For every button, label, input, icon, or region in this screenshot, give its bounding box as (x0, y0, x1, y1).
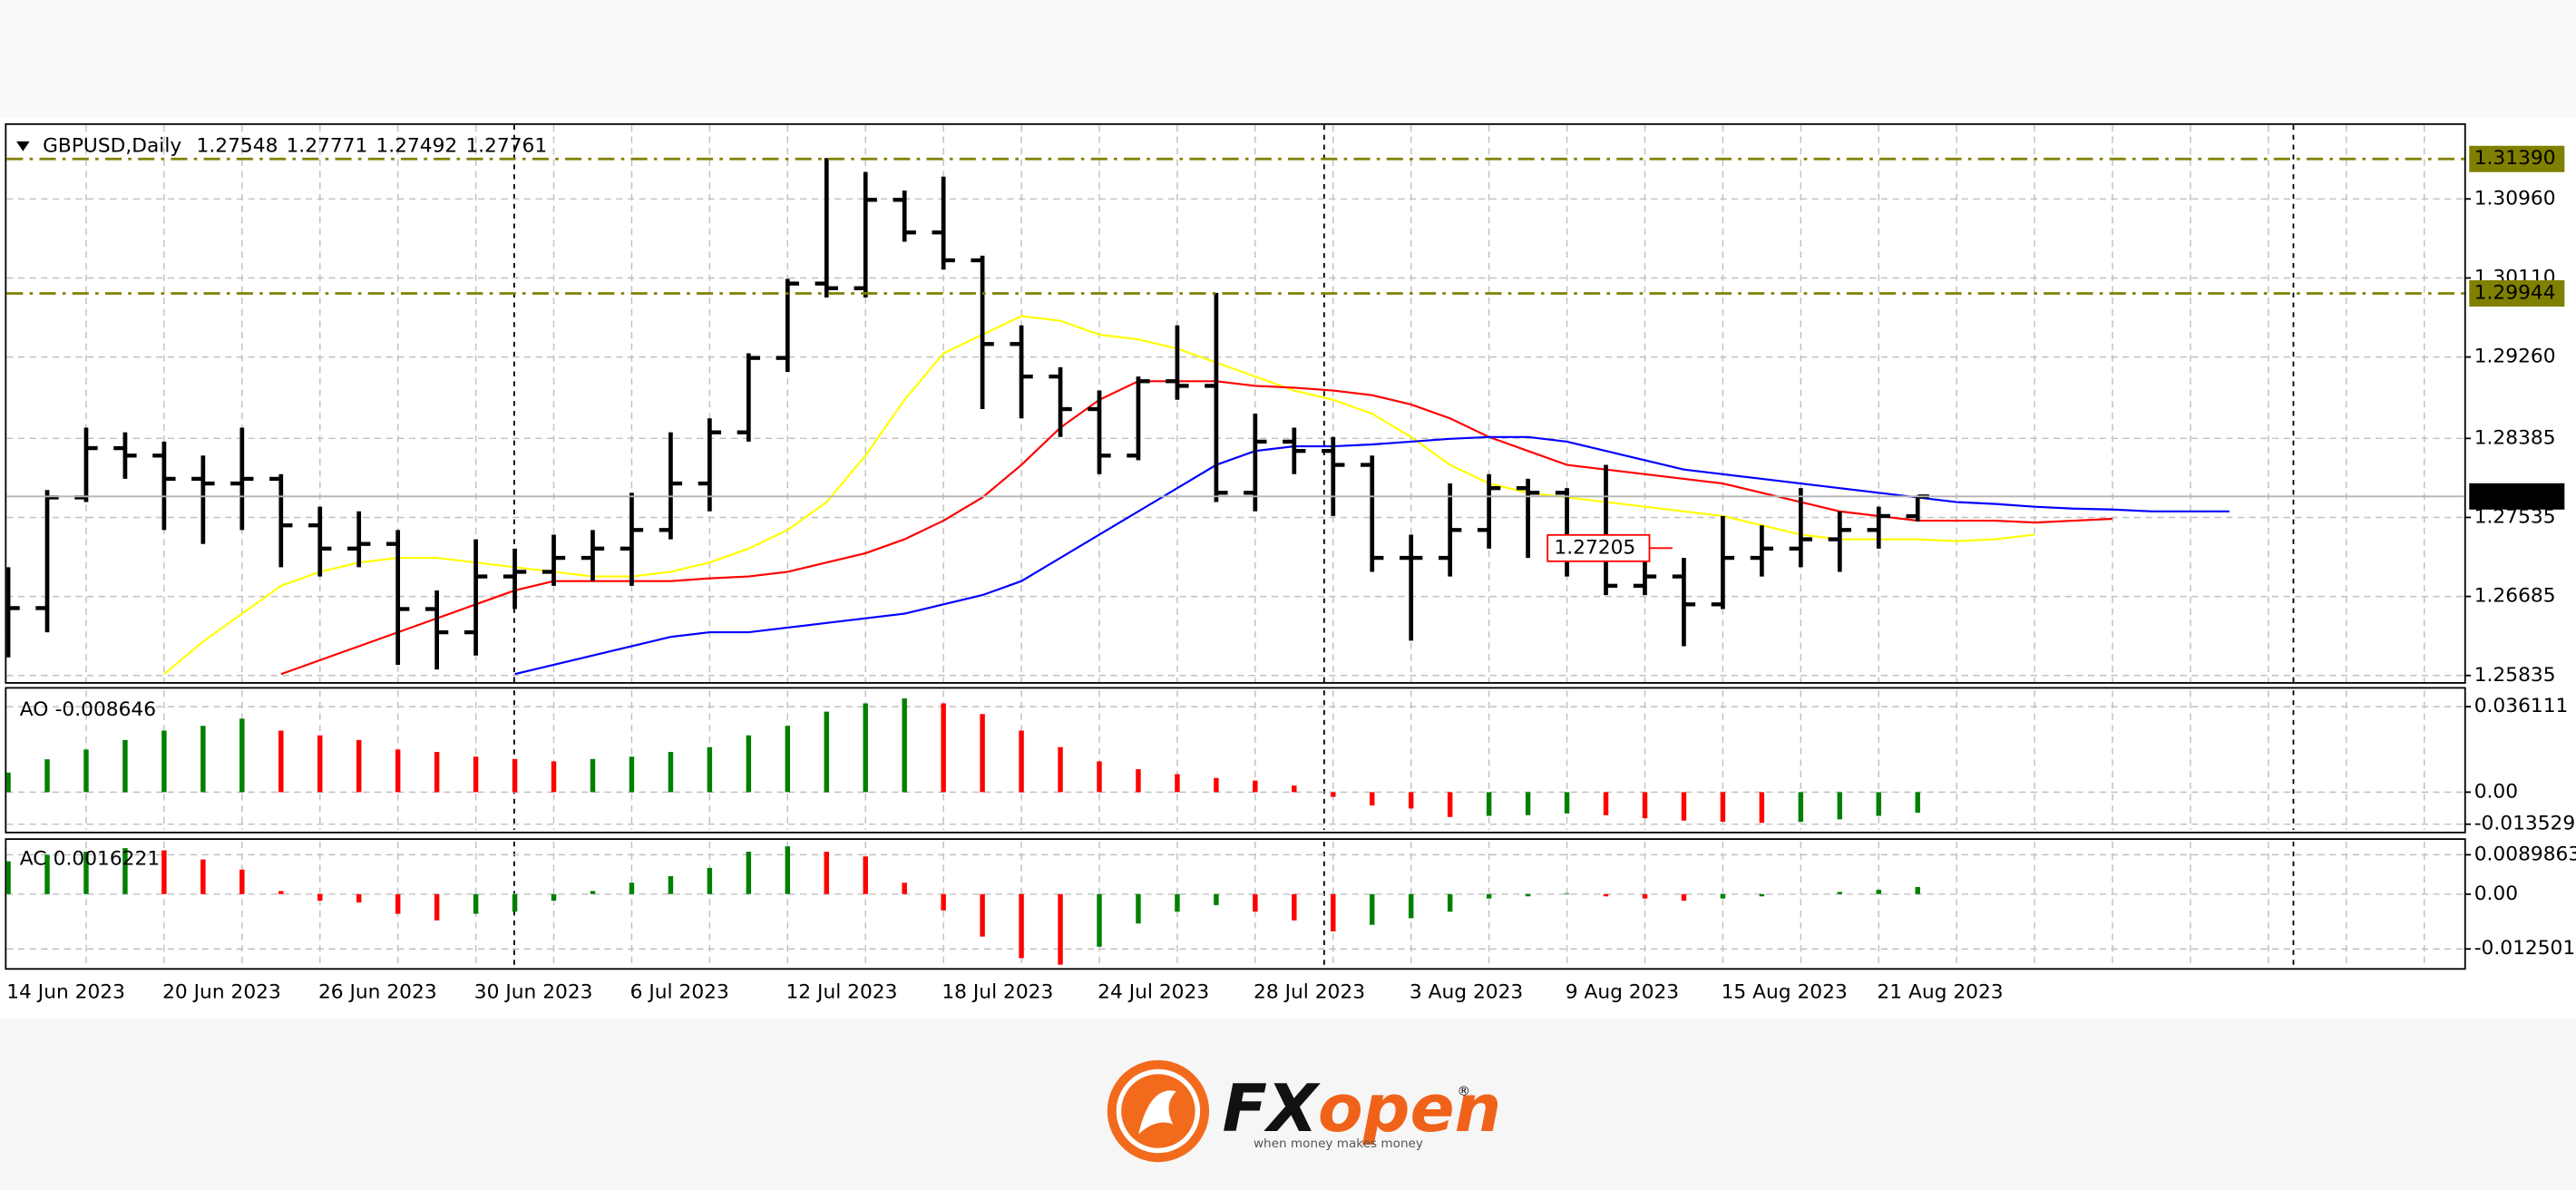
price-label-box (1547, 533, 1651, 562)
logo-prefix: FX (1223, 1071, 1321, 1147)
current-price-box (2469, 483, 2565, 510)
y-tick-label: 0.0089863 (2474, 843, 2576, 865)
current-price-label: 1.27761 (2474, 484, 2556, 507)
top-margin (0, 0, 2576, 119)
logo-wordmark: FXopen (1223, 1071, 1502, 1147)
level-label: 1.31390 (2474, 147, 2556, 170)
x-tick-label: 24 Jul 2023 (1098, 981, 1209, 1004)
y-tick-label: -0.012501 (2474, 937, 2576, 960)
symbol: GBPUSD,Daily (43, 134, 181, 157)
y-tick-label: 1.29260 (2474, 346, 2556, 368)
y-tick-label: 0.00 (2474, 883, 2518, 905)
last-high: 1.27771 (286, 134, 367, 157)
indicator-value: -0.008646 (55, 698, 157, 721)
x-tick-label: 18 Jul 2023 (942, 981, 1053, 1004)
y-tick-label: 1.26685 (2474, 585, 2556, 608)
indicator-value: 0.0016221 (54, 848, 161, 871)
chart-background (0, 118, 2576, 1019)
last-close: 1.27761 (465, 134, 547, 157)
logo: FXopen ® when money makes money (1107, 1059, 1502, 1163)
last-low: 1.27492 (376, 134, 457, 157)
logo-emblem-mark (1138, 1090, 1176, 1135)
logo-emblem-ring (1116, 1068, 1201, 1154)
x-tick-label: 26 Jun 2023 (318, 981, 437, 1004)
logo-suffix: open (1318, 1071, 1501, 1147)
logo-tagline: when money makes money (1254, 1136, 1423, 1151)
y-tick-label: 1.28385 (2474, 426, 2556, 449)
panel-2 (6, 841, 2464, 967)
moving-average-line (514, 435, 2230, 676)
x-tick-label: 12 Jul 2023 (785, 981, 897, 1004)
chart-header: GBPUSD,Daily 1.27548 1.27771 1.27492 1.27761 (43, 134, 547, 157)
y-tick-label: 0.00 (2474, 780, 2518, 803)
logo-registered: ® (1458, 1084, 1470, 1098)
x-tick-label: 28 Jul 2023 (1254, 981, 1365, 1004)
level-label: 1.29944 (2474, 281, 2556, 304)
moving-average-line (280, 380, 2113, 676)
last-open: 1.27548 (197, 134, 278, 157)
x-tick-label: 20 Jun 2023 (162, 981, 281, 1004)
x-tick-label: 21 Aug 2023 (1877, 981, 2003, 1004)
price-label: 1.27205 (1554, 536, 1635, 559)
x-tick-label: 14 Jun 2023 (6, 981, 125, 1004)
collapse-icon (16, 141, 30, 151)
ao-panel-frame (5, 687, 2466, 834)
indicator-name: AO (20, 698, 49, 721)
x-tick-label: 30 Jun 2023 (474, 981, 593, 1004)
ac-panel-frame (5, 838, 2466, 971)
main-panel-frame (5, 122, 2466, 684)
ac-header: AC 0.0016221 (20, 848, 160, 871)
panel-1 (6, 690, 2464, 831)
x-tick-label: 3 Aug 2023 (1410, 981, 1523, 1004)
y-tick-label: 1.30960 (2474, 187, 2556, 210)
level-label-box (2469, 279, 2565, 307)
ao-header: AO -0.008646 (20, 698, 156, 721)
y-tick-label: 0.036111 (2474, 695, 2569, 717)
x-tick-label: 6 Jul 2023 (630, 981, 729, 1004)
panel-0 (6, 124, 2464, 683)
level-label-box (2469, 145, 2565, 172)
y-tick-label: 1.25835 (2474, 664, 2556, 687)
y-tick-label: -0.013529 (2474, 813, 2576, 835)
footer-background (0, 1019, 2576, 1190)
indicator-name: AC (20, 848, 47, 871)
x-tick-label: 9 Aug 2023 (1566, 981, 1679, 1004)
plot-layer: 1.309601.301101.292601.283851.275351.266… (6, 124, 2576, 1004)
x-tick-label: 15 Aug 2023 (1722, 981, 1848, 1004)
